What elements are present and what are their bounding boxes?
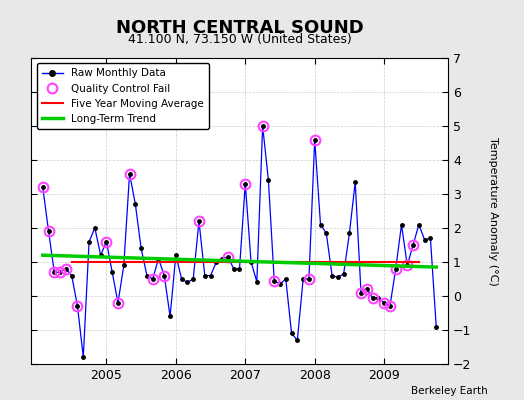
Y-axis label: Temperature Anomaly (°C): Temperature Anomaly (°C) — [488, 137, 498, 285]
Text: Berkeley Earth: Berkeley Earth — [411, 386, 487, 396]
Title: NORTH CENTRAL SOUND: NORTH CENTRAL SOUND — [116, 19, 364, 37]
Text: 41.100 N, 73.150 W (United States): 41.100 N, 73.150 W (United States) — [128, 33, 352, 46]
Legend: Raw Monthly Data, Quality Control Fail, Five Year Moving Average, Long-Term Tren: Raw Monthly Data, Quality Control Fail, … — [37, 63, 209, 129]
